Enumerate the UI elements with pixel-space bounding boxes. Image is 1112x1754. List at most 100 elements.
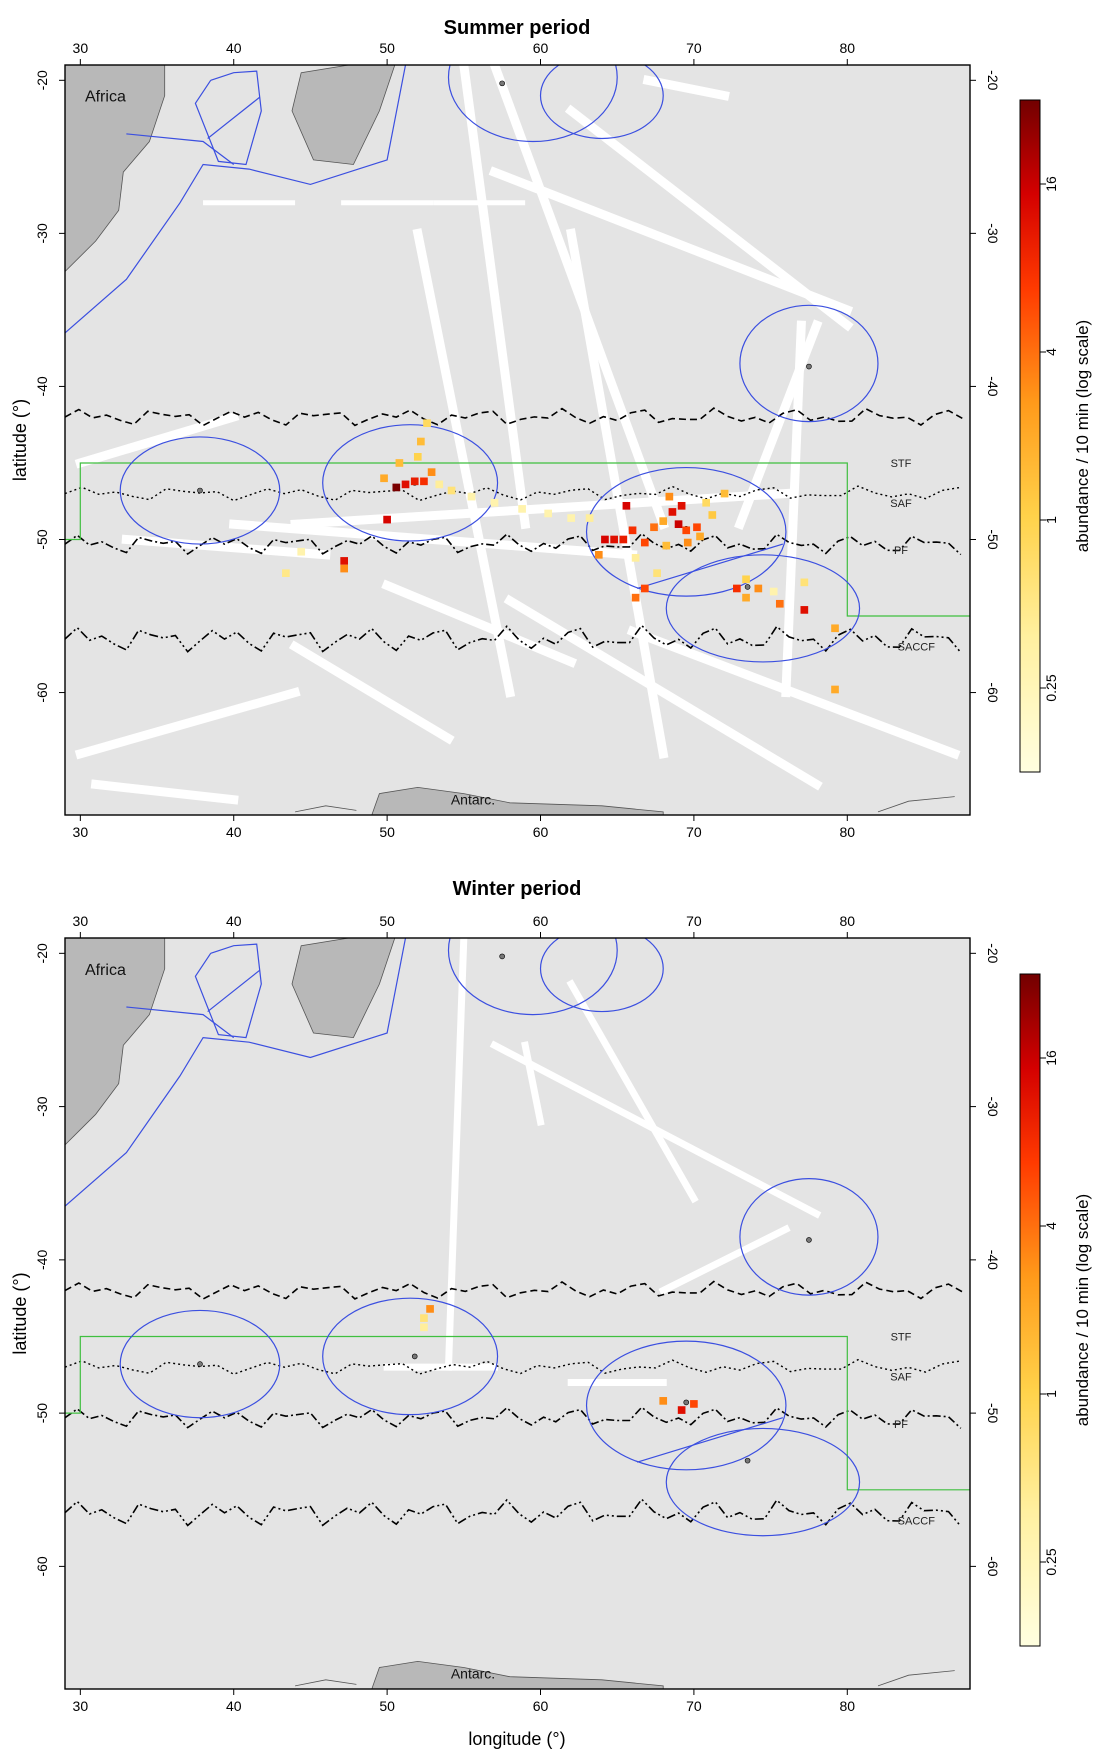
- abundance-cell: [696, 532, 704, 541]
- abundance-cell: [677, 1406, 686, 1414]
- x-tick-label: 60: [533, 1698, 549, 1714]
- colorbar-tick-label: 16: [1043, 1050, 1059, 1066]
- antarctica-label: Antarc.: [451, 1666, 495, 1682]
- eez-mauritius: [539, 938, 664, 1013]
- abundance-cell: [754, 584, 763, 593]
- abundance-cell: [682, 526, 691, 535]
- x-tick-label: 80: [839, 40, 855, 56]
- survey-track: [290, 488, 791, 529]
- x-tick-label: 70: [686, 913, 702, 929]
- abundance-cell: [683, 538, 692, 547]
- abundance-cell: [435, 480, 444, 489]
- island: [744, 584, 751, 590]
- y-tick-label: -20: [985, 70, 1001, 90]
- abundance-cell: [831, 685, 839, 694]
- abundance-cell: [690, 1400, 698, 1408]
- colorbar-tick-label: 4: [1043, 348, 1059, 356]
- africa-label: Africa: [85, 962, 126, 979]
- survey-track: [503, 594, 823, 791]
- abundance-cell: [831, 624, 839, 633]
- survey-track: [521, 1041, 545, 1127]
- antarctica-landmass: [371, 1660, 664, 1689]
- survey-track: [74, 411, 240, 469]
- winter-map-panel: Winter period STF SAF PF SACCF Africa Antarc. 3…: [10, 878, 1092, 1714]
- y-tick-label: -50: [985, 529, 1001, 549]
- island: [806, 363, 812, 370]
- abundance-cell: [742, 593, 750, 602]
- x-tick-label: 80: [839, 1698, 855, 1714]
- abundance-cell: [417, 437, 425, 446]
- y-tick-label: -30: [34, 223, 50, 243]
- survey-track: [444, 938, 468, 1371]
- abundance-cell: [702, 498, 711, 507]
- eez-prince-edward: [119, 1309, 281, 1419]
- front-label: SAF: [890, 498, 912, 510]
- abundance-cell: [467, 492, 476, 501]
- front-label: PF: [894, 1419, 908, 1431]
- x-tick-label: 50: [379, 1698, 395, 1714]
- eez-boundary: [207, 96, 261, 139]
- colorbar-label: abundance / 10 min (log scale): [1073, 320, 1092, 552]
- abundance-cell: [426, 1305, 434, 1313]
- abundance-cell: [769, 587, 778, 596]
- eez-mozambique-channel: [194, 943, 262, 1039]
- stf-front-line: [65, 1280, 963, 1300]
- y-tick-label: -20: [34, 70, 50, 90]
- eez-mauritius: [539, 65, 664, 140]
- abundance-cell: [601, 535, 609, 544]
- island: [197, 1361, 203, 1367]
- y-tick-label: -50: [985, 1403, 1001, 1423]
- y-tick-label: -60: [985, 682, 1001, 702]
- abundance-cell: [490, 498, 499, 507]
- colorbar-tick-label: 1: [1043, 1390, 1059, 1398]
- abundance-cell: [383, 515, 391, 524]
- colorbar-tick-label: 4: [1043, 1222, 1059, 1230]
- y-tick-label: -60: [34, 1556, 50, 1576]
- abundance-cell: [659, 1397, 668, 1405]
- survey-track: [74, 686, 301, 760]
- eez-amsterdam: [739, 304, 879, 423]
- eez-mascarene: [447, 65, 618, 143]
- abundance-cell: [413, 453, 422, 461]
- eez-amsterdam: [739, 1178, 879, 1296]
- abundance-cell: [594, 550, 603, 559]
- colorbar-tick-label: 1: [1043, 516, 1059, 524]
- saccf-front-line: [65, 624, 962, 654]
- abundance-cell: [544, 509, 553, 518]
- stf-front-line: [65, 407, 963, 427]
- abundance-cell: [662, 541, 671, 550]
- abundance-cell: [631, 593, 640, 602]
- panel-title: Winter period: [453, 878, 582, 900]
- x-tick-label: 50: [379, 824, 395, 840]
- eez-mascarene: [447, 938, 618, 1016]
- eez-boundary: [636, 1417, 784, 1463]
- y-tick-label: -60: [34, 682, 50, 702]
- abundance-cell: [665, 492, 674, 501]
- colorbar: [1019, 973, 1041, 1647]
- front-label: SACCF: [898, 1515, 936, 1527]
- abundance-cell: [775, 599, 784, 608]
- abundance-cell: [567, 514, 576, 522]
- eez-prince-edward: [119, 436, 281, 545]
- antarctic-coast: [877, 796, 955, 813]
- x-tick-label: 40: [226, 40, 242, 56]
- survey-track: [488, 166, 854, 316]
- abundance-cell: [610, 535, 618, 544]
- madagascar-landmass: [291, 65, 396, 165]
- abundance-cell: [340, 564, 349, 573]
- abundance-cell: [708, 511, 717, 519]
- x-tick-label: 60: [533, 824, 549, 840]
- abundance-cell: [677, 501, 686, 510]
- abundance-cell: [640, 538, 649, 547]
- abundance-cell: [423, 419, 431, 427]
- madagascar-landmass: [291, 938, 396, 1039]
- abundance-cell: [720, 489, 729, 498]
- x-tick-label: 30: [73, 1698, 89, 1714]
- y-tick-label: -20: [985, 943, 1001, 963]
- x-tick-label: 40: [226, 1698, 242, 1714]
- eez-heard: [665, 1427, 861, 1537]
- survey-track: [90, 779, 239, 805]
- eez-kerguelen: [585, 1340, 787, 1471]
- management-area-boundary: [65, 462, 970, 617]
- abundance-cell: [518, 505, 526, 513]
